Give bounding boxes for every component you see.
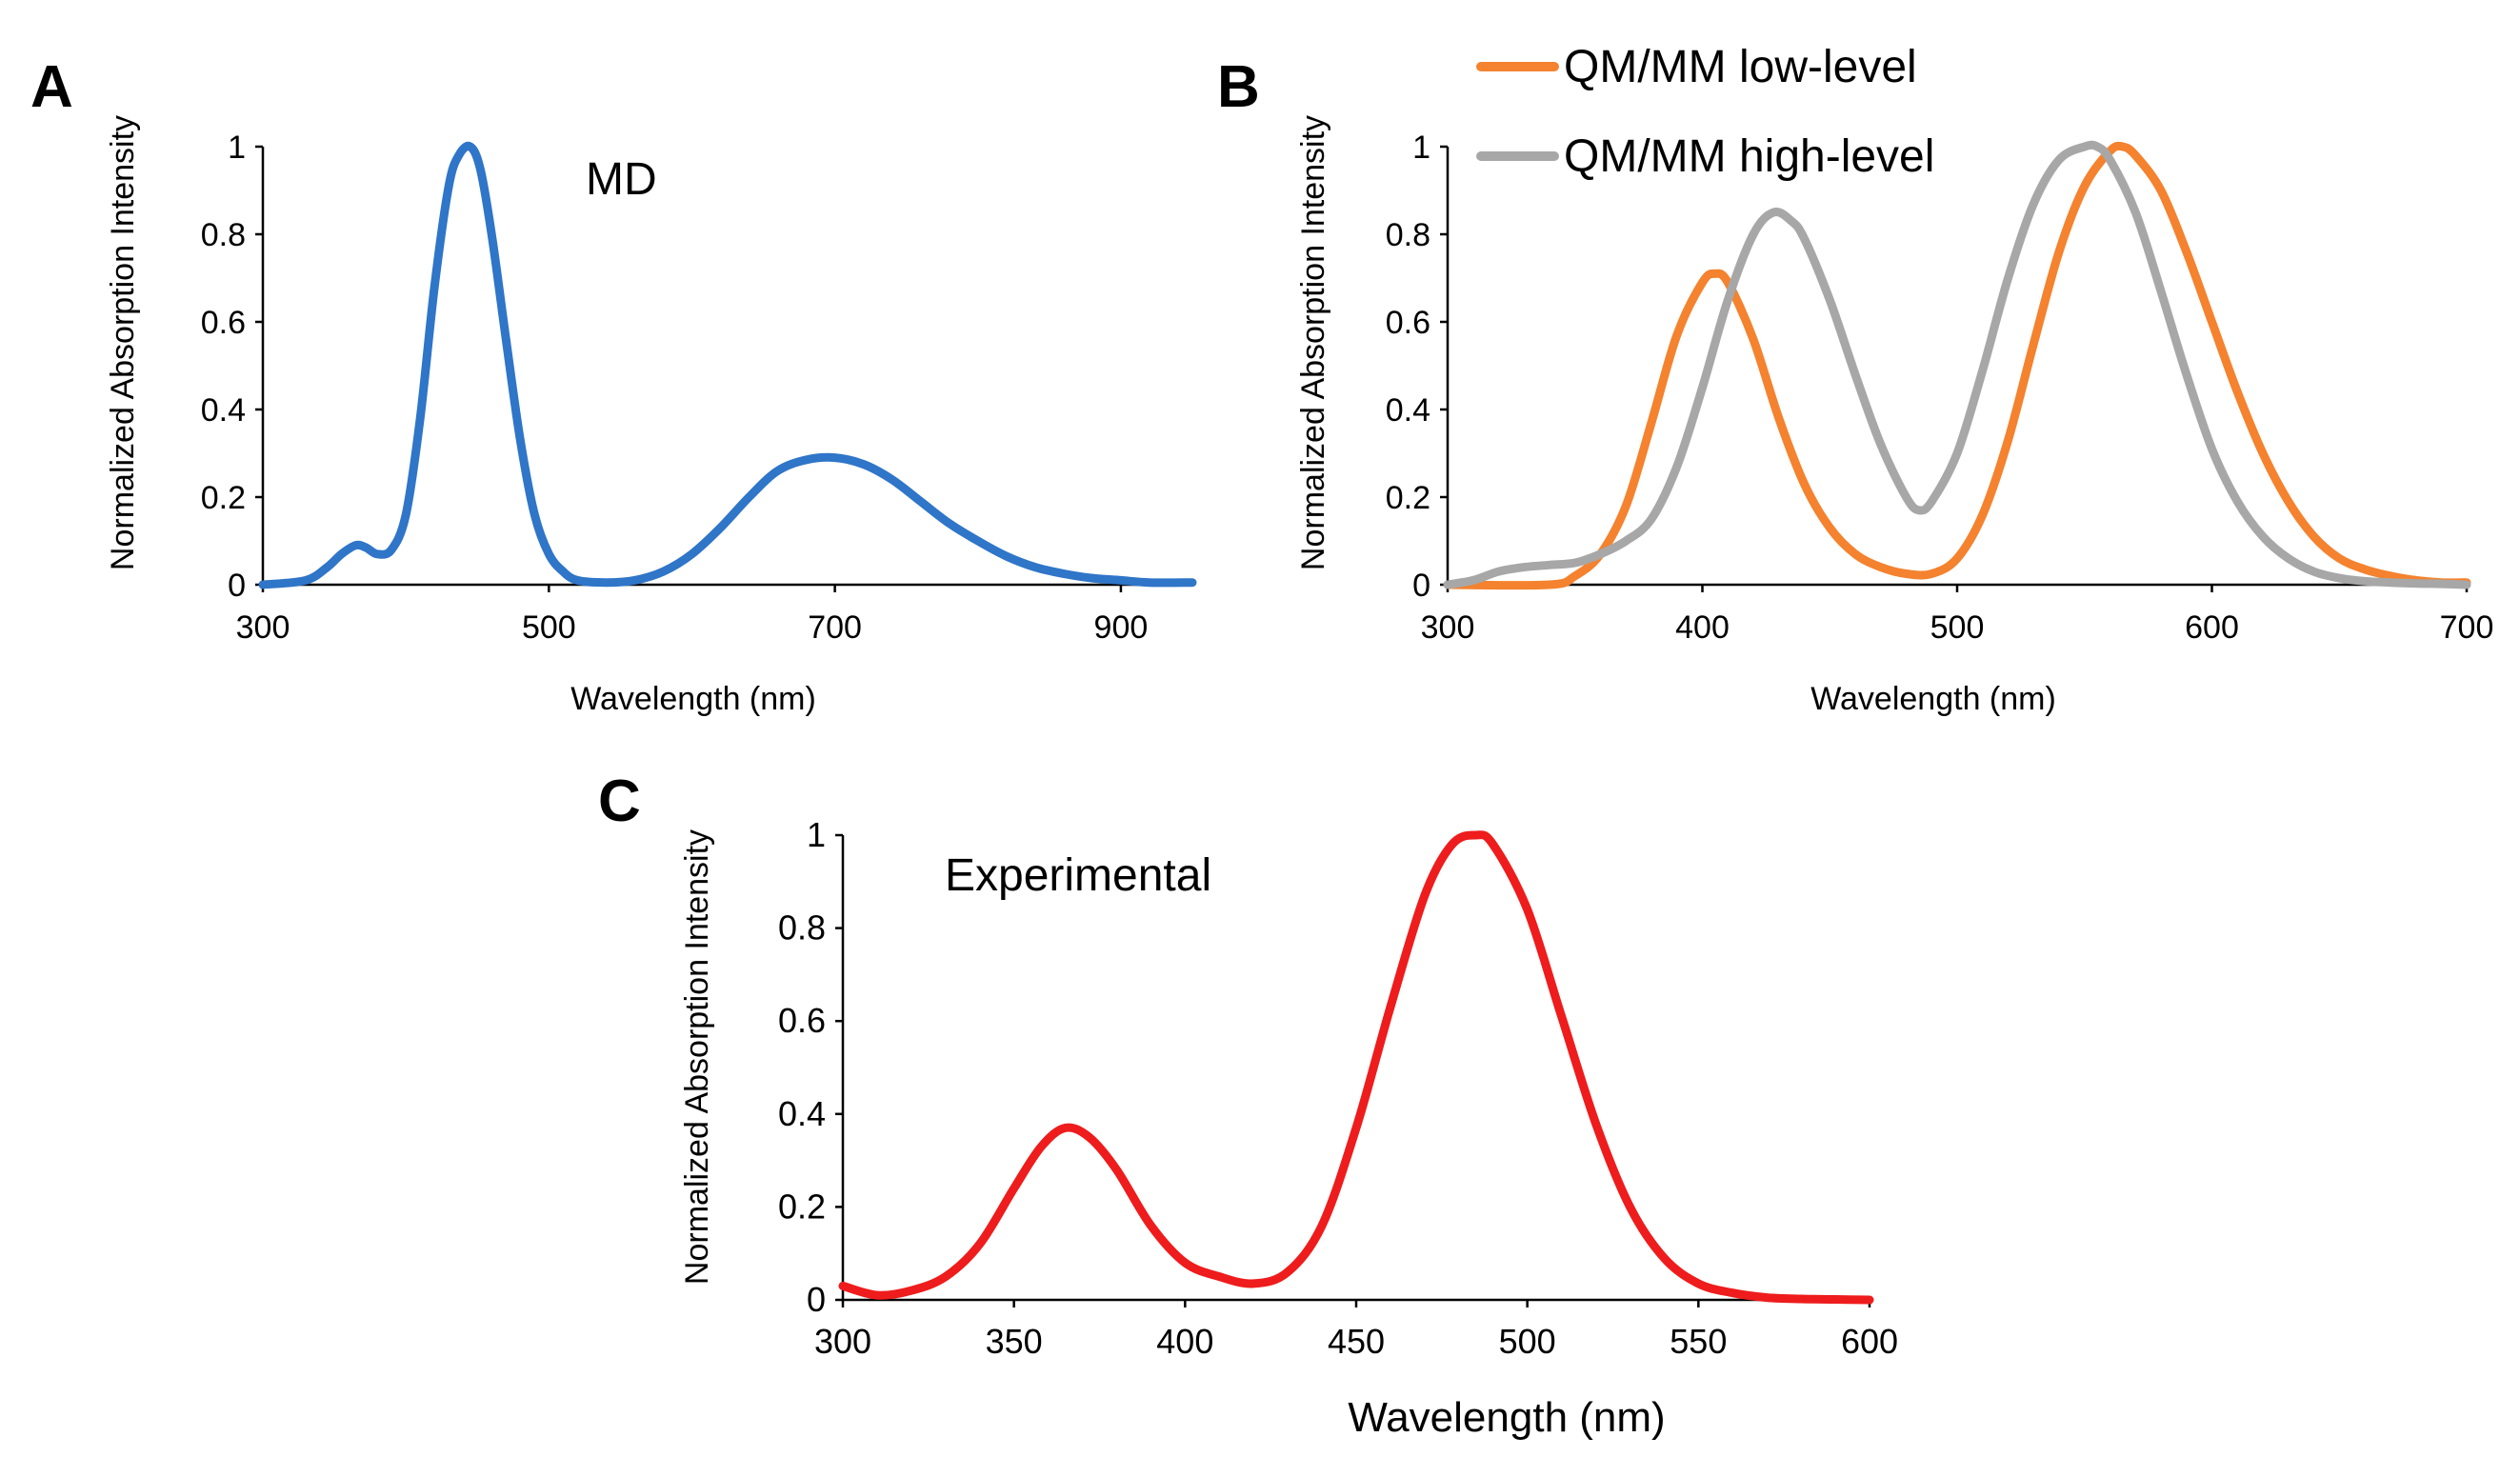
series-line-md xyxy=(258,141,1197,589)
x-tick-label-a: 700 xyxy=(808,609,862,646)
y-tick-label-a: 0.6 xyxy=(201,305,246,341)
chart-panel-a: 0 0.2 0.4 0.6 0.8 1 300 500 700 900 Normalized Ab… xyxy=(105,115,1197,717)
annotation-md: MD xyxy=(586,154,657,205)
y-tick-label-b: 0.4 xyxy=(1386,392,1430,429)
series-line-qm-mm-low-level xyxy=(1443,141,2471,590)
x-tick-label-c: 500 xyxy=(1499,1322,1556,1361)
legend-label-high-level: QM/MM high-level xyxy=(1564,131,1934,182)
plot-area-a: 0 0.2 0.4 0.6 0.8 1 300 500 700 900 xyxy=(201,130,1197,646)
x-axis-title-c: Wavelength (nm) xyxy=(1348,1394,1665,1441)
x-tick-label-c: 600 xyxy=(1841,1322,1898,1361)
series-line-experimental xyxy=(838,830,1874,1305)
x-tick-label-c: 450 xyxy=(1328,1322,1385,1361)
panel-letter-b: B xyxy=(1217,54,1260,120)
y-tick-label-a: 0 xyxy=(228,568,246,604)
x-tick-label-b: 700 xyxy=(2440,609,2494,646)
panel-letter-c: C xyxy=(598,768,641,834)
y-tick-label-b: 0.8 xyxy=(1386,217,1430,253)
y-axis-title-a: Normalized Absorption Intensity xyxy=(105,115,141,570)
legend-label-low-level: QM/MM low-level xyxy=(1564,42,1917,92)
x-tick-label-a: 300 xyxy=(236,609,290,646)
y-tick-label-c: 0.2 xyxy=(778,1187,826,1226)
y-tick-label-a: 0.4 xyxy=(201,392,246,429)
y-tick-label-c: 1 xyxy=(807,815,826,854)
x-tick-label-c: 550 xyxy=(1670,1322,1727,1361)
x-axis-title-b: Wavelength (nm) xyxy=(1810,681,2056,717)
x-tick-label-b: 500 xyxy=(1930,609,1985,646)
y-tick-label-b: 0.6 xyxy=(1386,305,1430,341)
x-tick-label-c: 350 xyxy=(986,1322,1043,1361)
x-tick-label-b: 300 xyxy=(1421,609,1475,646)
plot-area-c: 0 0.2 0.4 0.6 0.8 1 300 350 400 450 500 550 600 xyxy=(778,815,1898,1361)
y-axis-title-b: Normalized Absorption Intensity xyxy=(1295,115,1331,570)
chart-panel-b: 0 0.2 0.4 0.6 0.8 1 300 400 500 600 700 Normalized… xyxy=(1295,42,2493,717)
x-axis-title-a: Wavelength (nm) xyxy=(570,681,816,717)
x-tick-label-b: 600 xyxy=(2185,609,2239,646)
x-tick-label-b: 400 xyxy=(1675,609,1730,646)
x-tick-label-c: 400 xyxy=(1156,1322,1213,1361)
panel-letter-a: A xyxy=(30,54,73,120)
y-tick-label-c: 0 xyxy=(807,1280,826,1319)
chart-panel-c: 0 0.2 0.4 0.6 0.8 1 300 350 400 450 500 550 600 Norm… xyxy=(679,815,1898,1441)
y-tick-label-a: 0.8 xyxy=(201,217,246,253)
annotation-experimental: Experimental xyxy=(945,850,1211,901)
x-tick-label-c: 300 xyxy=(814,1322,871,1361)
y-tick-label-a: 0.2 xyxy=(201,480,246,516)
y-axis-title-c: Normalized Absorption Intensity xyxy=(679,829,715,1285)
x-tick-label-a: 900 xyxy=(1094,609,1149,646)
y-tick-label-c: 0.4 xyxy=(778,1094,826,1133)
x-tick-label-a: 500 xyxy=(522,609,576,646)
y-tick-label-b: 0 xyxy=(1412,568,1430,604)
legend-b: QM/MM low-level QM/MM high-level xyxy=(1476,42,1934,182)
y-tick-label-c: 0.6 xyxy=(778,1001,826,1040)
y-tick-label-b: 0.2 xyxy=(1386,480,1430,516)
y-tick-label-a: 1 xyxy=(228,130,246,166)
y-tick-label-c: 0.8 xyxy=(778,908,826,948)
plot-area-b: 0 0.2 0.4 0.6 0.8 1 300 400 500 600 700 xyxy=(1386,130,2494,646)
series-line-qm-mm-high-level xyxy=(1443,140,2471,589)
y-tick-label-b: 1 xyxy=(1412,130,1430,166)
